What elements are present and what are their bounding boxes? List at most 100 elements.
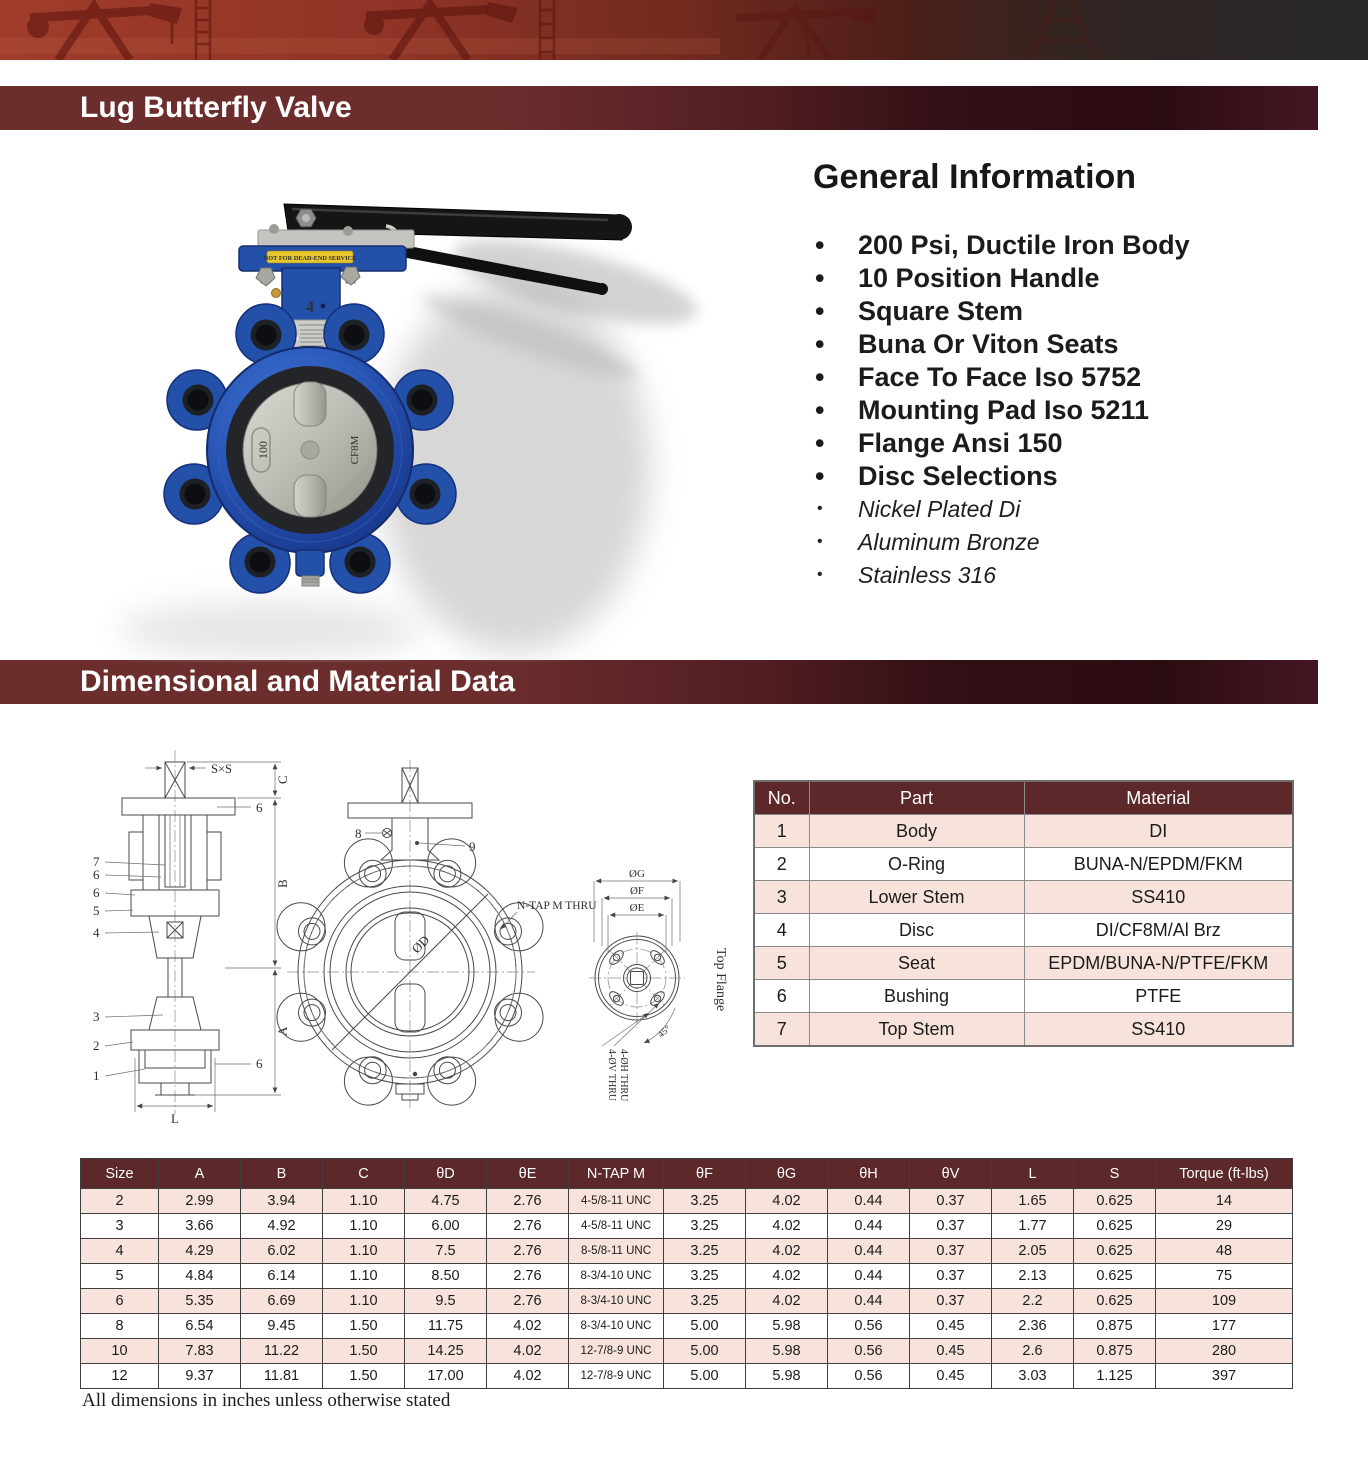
table-row: 2 2.99 3.94 1.10 4.75 2.76 4-5/8-11 UNC 3.25 4.0… [80,1188,1293,1214]
dimensions-footnote: All dimensions in inches unless otherwis… [82,1390,451,1411]
callout-6: 6 [256,1056,263,1071]
table-cell: 1.10 [322,1263,405,1289]
drawing-top-flange-view: ØE ØF ØG Top Flange 4-ØH THRU 4-ØV THRU … [589,868,728,1102]
table-cell: 7 [753,1012,810,1047]
section-header-data: Dimensional and Material Data [0,660,1318,704]
feature-item: Face To Face Iso 5752 [813,361,1283,394]
table-cell: SS410 [1023,1012,1294,1047]
table-cell: 3.03 [991,1363,1074,1389]
table-cell: 3.25 [663,1188,746,1214]
table-cell: 12-7/8-9 UNC [568,1363,664,1389]
table-cell: 3 [80,1213,159,1239]
table-cell: 0.875 [1073,1313,1156,1339]
table-row: 5 Seat EPDM/BUNA-N/PTFE/FKM [753,946,1294,980]
table-cell: 0.45 [909,1313,992,1339]
table-cell: Bushing [808,979,1025,1013]
dim-label-b: B [275,879,290,888]
feature-item: 200 Psi, Ductile Iron Body [813,229,1283,262]
column-header: Size [80,1158,159,1189]
table-cell: 7.5 [404,1238,487,1264]
table-cell: 4.02 [745,1288,828,1314]
table-cell: 4.02 [486,1313,569,1339]
table-cell: 2.76 [486,1288,569,1314]
table-cell: 4-5/8-11 UNC [568,1213,664,1239]
table-cell: 3.25 [663,1213,746,1239]
dim-label-a: A [275,1026,290,1036]
warning-label-text: NOT FOR DEAD-END SERVICE [264,255,357,262]
column-header: C [322,1158,405,1189]
table-cell: 2.05 [991,1238,1074,1264]
brass-fitting [271,288,281,298]
table-cell: 0.625 [1073,1188,1156,1214]
table-cell: 3.25 [663,1288,746,1314]
table-cell: 280 [1155,1338,1293,1364]
column-header: θF [663,1158,746,1189]
table-cell: 1.50 [322,1313,405,1339]
dim-label-sxs: S×S [211,762,232,776]
table-cell: 14 [1155,1188,1293,1214]
table-cell: SS410 [1023,880,1294,914]
table-cell: 6.69 [240,1288,323,1314]
table-cell: 1.50 [322,1338,405,1364]
table-cell: 10 [80,1338,159,1364]
column-header: N-TAP M [568,1158,664,1189]
svg-text:CF8M: CF8M [349,435,361,464]
table-cell: 0.37 [909,1188,992,1214]
table-cell: 8.50 [404,1263,487,1289]
feature-item: Buna Or Viton Seats [813,328,1283,361]
table-cell: 8-3/4-10 UNC [568,1313,664,1339]
table-cell: 2 [80,1188,159,1214]
valve-product-photo: NOT FOR DEAD-END SERVICE 4 100 [120,203,697,658]
table-cell: 4.02 [745,1188,828,1214]
column-header: θH [827,1158,910,1189]
table-cell: 75 [1155,1263,1293,1289]
table-cell: 5 [80,1263,159,1289]
oilfield-banner-image [0,0,1368,60]
table-cell: PTFE [1023,979,1294,1013]
table-cell: 5.35 [158,1288,241,1314]
table-row: 4 4.29 6.02 1.10 7.5 2.76 8-5/8-11 UNC 3.25 4.02… [80,1238,1293,1264]
feature-list: 200 Psi, Ductile Iron Body10 Position Ha… [813,229,1283,493]
table-cell: 1.10 [322,1213,405,1239]
drawing-section-view: S×S 6 7 6 6 5 4 3 2 1 6 [93,750,290,1126]
label-top-flange: Top Flange [713,948,728,1011]
callout-3: 3 [93,1009,100,1024]
table-cell: 3.25 [663,1238,746,1264]
table-cell: 14.25 [404,1338,487,1364]
callout-4: 4 [93,925,100,940]
table-cell: 4.02 [486,1338,569,1364]
column-header: Material [1023,780,1294,815]
handle-trigger-lever [388,242,603,295]
table-cell: 0.625 [1073,1238,1156,1264]
table-cell: 9.45 [240,1313,323,1339]
table-cell: 1.10 [322,1188,405,1214]
table-cell: Top Stem [808,1012,1025,1047]
photo-shadow [120,240,697,658]
table-cell: 4 [80,1238,159,1264]
table-cell: Lower Stem [808,880,1025,914]
disc-option-item: Nickel Plated Di [813,492,1283,526]
section-header-product: Lug Butterfly Valve [0,86,1318,130]
table-cell: 2.99 [158,1188,241,1214]
table-cell: 8 [80,1313,159,1339]
table-cell: 8-3/4-10 UNC [568,1288,664,1314]
material-table: No. Part Material 1 Body DI 2 O-Ring BUNA-N/EPDM… [753,780,1294,1047]
column-header: θE [486,1158,569,1189]
table-cell: 0.37 [909,1213,992,1239]
table-cell: 4.02 [745,1213,828,1239]
table-cell: 4.29 [158,1238,241,1264]
table-cell: 8-5/8-11 UNC [568,1238,664,1264]
table-cell: 3.25 [663,1263,746,1289]
table-cell: 1 [753,814,810,848]
table-row: 12 9.37 11.81 1.50 17.00 4.02 12-7/8-9 UNC 5.00… [80,1363,1293,1389]
table-cell: 11.75 [404,1313,487,1339]
table-cell: 5.98 [745,1338,828,1364]
table-cell: 3.94 [240,1188,323,1214]
dim-label-oe: ØE [630,902,645,914]
table-cell: 11.81 [240,1363,323,1389]
table-cell: 177 [1155,1313,1293,1339]
column-header: Part [808,780,1025,815]
table-cell: 0.56 [827,1313,910,1339]
